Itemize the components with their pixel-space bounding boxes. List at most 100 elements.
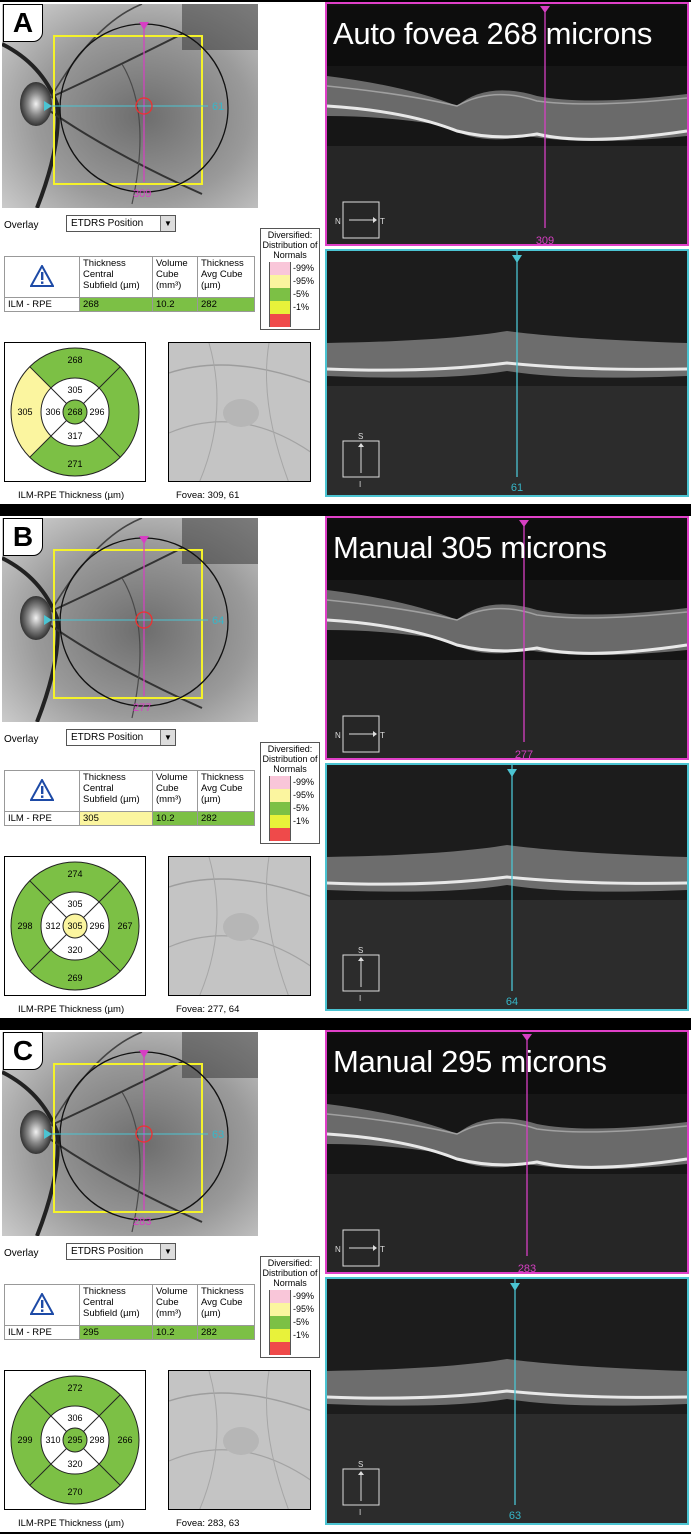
- oct-bscan-horizontal: N T 283: [327, 1034, 687, 1272]
- map-sector-superior-outer: [29, 348, 121, 388]
- map-nasal-outer: 266: [117, 1435, 132, 1445]
- svg-text:63: 63: [212, 1129, 224, 1141]
- legend-label: -5%: [293, 1317, 310, 1327]
- legend-swatch: [269, 828, 291, 841]
- normals-legend: Diversified: Distribution of Normals -99…: [260, 742, 320, 844]
- table-header-central: Thickness Central Subfield (µm): [79, 770, 153, 812]
- warning-cell: [4, 256, 80, 298]
- table-header-avg: Thickness Avg Cube (µm): [197, 1284, 255, 1326]
- warning-icon: [29, 1291, 55, 1315]
- legend-swatch: [269, 275, 291, 288]
- normals-legend: Diversified: Distribution of Normals -99…: [260, 1256, 320, 1358]
- map-inferior-outer: 269: [67, 973, 82, 983]
- svg-text:T: T: [380, 217, 385, 226]
- svg-text:S: S: [358, 1460, 363, 1469]
- fovea-caption: Fovea: 277, 64: [176, 1004, 240, 1015]
- left-column: 64 277 B Overlay ETDRS Position ▼: [0, 516, 322, 1018]
- map-center: 305: [67, 921, 82, 931]
- overlay-dropdown-value: ETDRS Position: [71, 218, 144, 229]
- map-temporal-outer: 305: [17, 407, 32, 417]
- map-inferior-inner: 320: [67, 1459, 82, 1469]
- chevron-down-icon[interactable]: ▼: [160, 730, 175, 745]
- map-superior-outer: 268: [67, 355, 82, 365]
- table-cell-avg: 282: [197, 811, 255, 826]
- table-header-central: Thickness Central Subfield (µm): [79, 1284, 153, 1326]
- svg-text:63: 63: [509, 1510, 521, 1522]
- legend-swatch: [269, 802, 291, 815]
- table-cell-volume: 10.2: [152, 297, 198, 312]
- svg-text:64: 64: [212, 615, 224, 627]
- table-header-volume: Volume Cube (mm³): [152, 256, 198, 298]
- map-temporal-outer: 298: [17, 921, 32, 931]
- map-temporal-inner: 312: [45, 921, 60, 931]
- legend-label: -1%: [293, 816, 310, 826]
- normals-legend: Diversified: Distribution of Normals -99…: [260, 228, 320, 330]
- table-cell-volume: 10.2: [152, 1325, 198, 1340]
- legend-swatch: [269, 789, 291, 802]
- chevron-down-icon[interactable]: ▼: [160, 216, 175, 231]
- table-header-avg: Thickness Avg Cube (µm): [197, 770, 255, 812]
- warning-icon: [29, 777, 55, 801]
- oct-horizontal-scan: N T 283 Manual 295 microns: [325, 1030, 689, 1274]
- overlay-label: Overlay: [4, 220, 39, 231]
- fundus-image: 61 309: [2, 4, 258, 208]
- map-sector-inferior-outer: [29, 436, 121, 476]
- map-temporal-outer: 299: [17, 1435, 32, 1445]
- legend-swatch: [269, 1329, 291, 1342]
- chevron-down-icon[interactable]: ▼: [160, 1244, 175, 1259]
- scan-title: Manual 295 microns: [333, 1044, 607, 1079]
- map-superior-outer: 274: [67, 869, 82, 879]
- legend-swatch: [269, 1303, 291, 1316]
- fundus-image: 63 283: [2, 1032, 258, 1236]
- table-row-label: ILM - RPE: [4, 297, 80, 312]
- map-caption: ILM-RPE Thickness (µm): [18, 1004, 125, 1015]
- overlay-label: Overlay: [4, 1248, 39, 1259]
- legend-entry: -5%: [261, 288, 319, 301]
- svg-text:I: I: [359, 480, 361, 489]
- map-nasal-inner: 298: [89, 1435, 104, 1445]
- legend-entry: -99%: [261, 1290, 319, 1303]
- fundus-thumbnail: [168, 1370, 311, 1510]
- svg-text:61: 61: [212, 101, 224, 113]
- table-cell-central: 295: [79, 1325, 153, 1340]
- map-sector-superior-outer: [29, 1376, 121, 1416]
- svg-text:T: T: [380, 1245, 385, 1254]
- svg-text:N: N: [335, 731, 341, 740]
- etdrs-grid: 268 305 271 305 306 268 296 317: [10, 347, 140, 477]
- legend-label: -99%: [293, 777, 315, 787]
- overlay-label: Overlay: [4, 734, 39, 745]
- fundus-thumbnail: [168, 856, 311, 996]
- svg-text:N: N: [335, 217, 341, 226]
- map-superior-inner: 305: [67, 899, 82, 909]
- overlay-dropdown-value: ETDRS Position: [71, 1246, 144, 1257]
- overlay-dropdown[interactable]: ETDRS Position ▼: [66, 729, 176, 746]
- map-nasal-inner: 296: [89, 407, 104, 417]
- overlay-dropdown[interactable]: ETDRS Position ▼: [66, 215, 176, 232]
- table-cell-central: 268: [79, 297, 153, 312]
- legend-swatch: [269, 1316, 291, 1329]
- map-sector-temporal-outer: [11, 880, 51, 972]
- warning-cell: [4, 1284, 80, 1326]
- table-cell-avg: 282: [197, 297, 255, 312]
- map-superior-inner: 306: [67, 1413, 82, 1423]
- legend-swatch: [269, 314, 291, 327]
- oct-vertical-scan: S I 63: [325, 1277, 689, 1525]
- legend-entry: [261, 1342, 319, 1355]
- svg-text:S: S: [358, 946, 363, 955]
- overlay-dropdown[interactable]: ETDRS Position ▼: [66, 1243, 176, 1260]
- legend-entry: -1%: [261, 1329, 319, 1342]
- map-inferior-inner: 317: [67, 431, 82, 441]
- table-header-volume: Volume Cube (mm³): [152, 770, 198, 812]
- legend-label: -99%: [293, 1291, 315, 1301]
- legend-title: Diversified: Distribution of Normals: [262, 230, 318, 260]
- svg-text:283: 283: [133, 1216, 151, 1228]
- fundus-image: 64 277: [2, 518, 258, 722]
- map-center: 268: [67, 407, 82, 417]
- legend-label: -95%: [293, 1304, 315, 1314]
- scan-title: Auto fovea 268 microns: [333, 16, 653, 51]
- panel-a: 61 309 A Overlay ETDRS Position ▼: [0, 2, 691, 504]
- legend-swatch: [269, 776, 291, 789]
- scan-title: Manual 305 microns: [333, 530, 607, 565]
- oct-bscan-horizontal: N T 309: [327, 6, 687, 244]
- oct-horizontal-scan: N T 309 Auto fovea 268 microns: [325, 2, 689, 246]
